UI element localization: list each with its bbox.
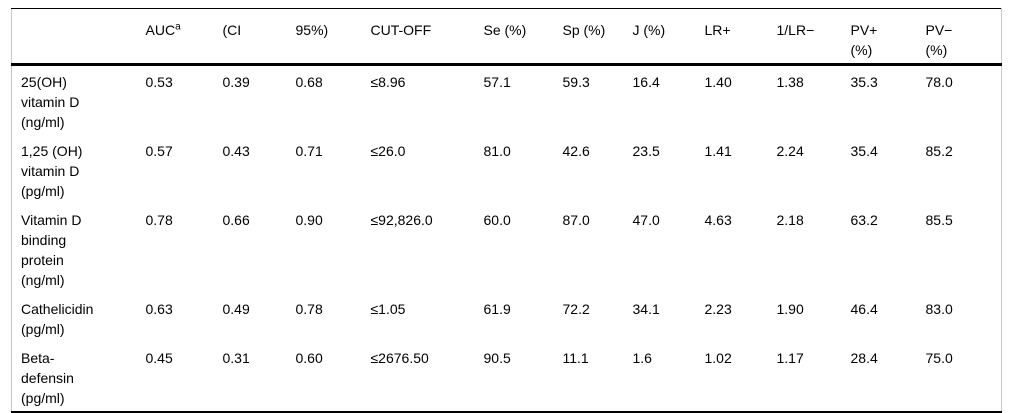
header-cell-lr-plus: LR+ <box>704 22 731 38</box>
header-cell-sensitivity: Se (%) <box>483 22 527 38</box>
data-cell: 1.6 <box>632 350 652 366</box>
data-cell: 0.43 <box>222 143 250 159</box>
table-row-vitamin-d-binding-protein: Vitamin D binding protein (ng/ml) 0.78 0… <box>12 204 1002 293</box>
data-cell: 75.0 <box>925 350 953 366</box>
data-cell: 11.1 <box>562 350 589 366</box>
data-cell: 0.49 <box>222 301 250 317</box>
table-row-25oh-vitamin-d: 25(OH) vitamin D (ng/ml) 0.53 0.39 0.68 … <box>12 65 1002 136</box>
data-cell: ≤92,826.0 <box>370 212 433 228</box>
data-cell: ≤1.05 <box>370 301 406 317</box>
header-cell-biomarker <box>12 9 146 65</box>
header-cell-inv-lr-minus: 1/LR− <box>776 22 815 38</box>
data-cell: 28.4 <box>850 350 878 366</box>
header-cell-auc: AUCa <box>146 9 223 65</box>
data-cell: ≤2676.50 <box>370 350 429 366</box>
row-label: 25(OH) vitamin D (ng/ml) <box>21 74 80 130</box>
data-cell: 2.23 <box>704 301 732 317</box>
data-cell: 0.60 <box>295 350 323 366</box>
header-cell-pv-plus: PV+ (%) <box>851 9 926 65</box>
data-cell: 47.0 <box>632 212 660 228</box>
data-cell: 0.45 <box>145 350 173 366</box>
data-cell: 4.63 <box>704 212 732 228</box>
data-cell: 46.4 <box>850 301 878 317</box>
data-cell: 0.31 <box>222 350 250 366</box>
header-cell-ci-upper: 95%) <box>295 22 329 38</box>
data-cell: 0.78 <box>295 301 323 317</box>
data-cell: 0.78 <box>145 212 173 228</box>
row-label: Cathelicidin (pg/ml) <box>21 301 94 337</box>
pv-minus-unit: (%) <box>925 42 948 58</box>
data-cell: 1.38 <box>776 74 804 90</box>
row-label: 1,25 (OH) vitamin D (pg/ml) <box>21 143 83 199</box>
data-cell: 1.17 <box>776 350 804 366</box>
data-cell: 72.2 <box>562 301 590 317</box>
data-cell: 35.3 <box>850 74 878 90</box>
pv-plus-unit: (%) <box>850 42 873 58</box>
table-row-cathelicidin: Cathelicidin (pg/ml) 0.63 0.49 0.78 ≤1.0… <box>12 293 1002 342</box>
data-cell: 1.41 <box>704 143 732 159</box>
data-cell: 1.40 <box>704 74 732 90</box>
header-cell-cutoff: CUT-OFF <box>370 22 432 38</box>
data-cell: 85.2 <box>925 143 953 159</box>
roc-diagnostic-accuracy-table: AUCa (CI 95%) CUT-OFF Se (%) Sp (%) J (%… <box>11 8 1002 413</box>
table-row-125oh-vitamin-d: 1,25 (OH) vitamin D (pg/ml) 0.57 0.43 0.… <box>12 135 1002 204</box>
data-cell: 57.1 <box>483 74 511 90</box>
data-cell: 42.6 <box>562 143 590 159</box>
row-label: Beta- defensin (pg/ml) <box>21 350 74 406</box>
data-cell: 0.68 <box>295 74 323 90</box>
data-cell: 0.53 <box>145 74 173 90</box>
header-cell-pv-minus: PV− (%) <box>926 9 1002 65</box>
data-cell: 60.0 <box>483 212 511 228</box>
data-cell: 87.0 <box>562 212 590 228</box>
header-cell-ci-lower: (CI <box>222 22 242 38</box>
data-cell: 90.5 <box>483 350 511 366</box>
header-cell-specificity: Sp (%) <box>562 22 606 38</box>
data-cell: 81.0 <box>483 143 511 159</box>
auc-footnote-marker: a <box>175 21 181 33</box>
data-cell: 2.18 <box>776 212 804 228</box>
data-cell: ≤26.0 <box>370 143 406 159</box>
data-cell: 1.90 <box>776 301 804 317</box>
data-cell: 0.90 <box>295 212 323 228</box>
auc-label: AUC <box>145 22 176 38</box>
data-cell: ≤8.96 <box>370 74 406 90</box>
data-cell: 63.2 <box>850 212 878 228</box>
data-cell: 35.4 <box>850 143 878 159</box>
data-cell: 23.5 <box>632 143 660 159</box>
data-cell: 59.3 <box>562 74 590 90</box>
row-label: Vitamin D binding protein (ng/ml) <box>21 212 82 288</box>
data-cell: 0.57 <box>145 143 173 159</box>
data-cell: 1.02 <box>704 350 732 366</box>
data-cell: 0.39 <box>222 74 250 90</box>
data-cell: 0.63 <box>145 301 173 317</box>
data-cell: 2.24 <box>776 143 804 159</box>
data-cell: 0.66 <box>222 212 250 228</box>
pv-minus-label: PV− <box>925 22 953 38</box>
pv-plus-label: PV+ <box>850 22 878 38</box>
header-row: AUCa (CI 95%) CUT-OFF Se (%) Sp (%) J (%… <box>11 9 1002 65</box>
data-cell: 61.9 <box>483 301 511 317</box>
data-cell: 78.0 <box>925 74 953 90</box>
data-cell: 16.4 <box>632 74 660 90</box>
data-cell: 85.5 <box>925 212 953 228</box>
data-cell: 0.71 <box>295 143 323 159</box>
data-cell: 83.0 <box>925 301 953 317</box>
table-row-beta-defensin: Beta- defensin (pg/ml) 0.45 0.31 0.60 ≤2… <box>12 342 1002 412</box>
header-cell-youden-j: J (%) <box>632 22 666 38</box>
data-cell: 34.1 <box>632 301 660 317</box>
